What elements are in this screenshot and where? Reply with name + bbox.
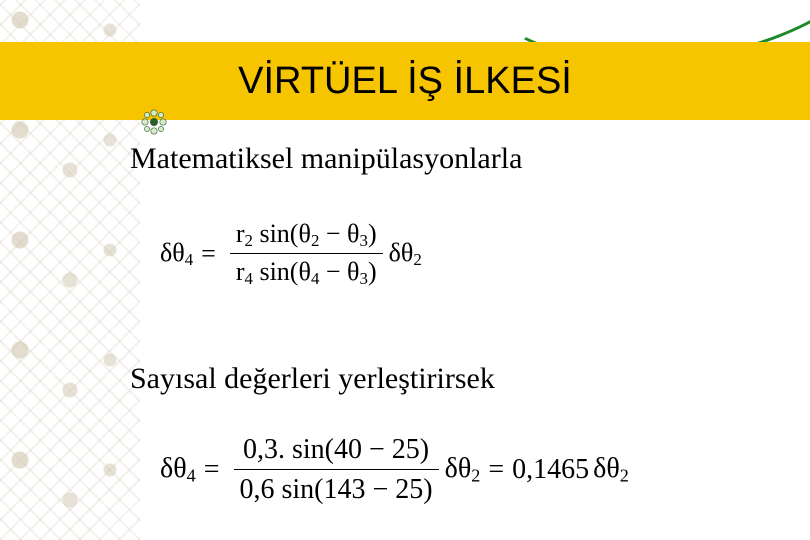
eq2-lhs: δθ <box>160 453 187 484</box>
slide-title: VİRTÜEL İŞ İLKESİ <box>0 60 810 103</box>
flower-bullet-icon <box>140 108 168 136</box>
title-band: VİRTÜEL İŞ İLKESİ <box>0 42 810 120</box>
eq2-fraction: 0,3. sin(40 − 25) 0,6 sin(143 − 25) <box>234 432 439 507</box>
body-line-2: Sayısal değerleri yerleştirirsek <box>130 362 495 396</box>
eq2-result-coeff: 0,1465 <box>512 454 589 486</box>
equation-numeric: δθ4 = 0,3. sin(40 − 25) 0,6 sin(143 − 25… <box>160 432 629 507</box>
eq1-rhs: δθ <box>389 238 414 267</box>
body-line-1: Matematiksel manipülasyonlarla <box>130 142 522 176</box>
equation-symbolic: δθ4 = r2 sin(θ2 − θ3) r4 sin(θ4 − θ3) δθ… <box>160 218 422 290</box>
eq1-fraction: r2 sin(θ2 − θ3) r4 sin(θ4 − θ3) <box>230 218 383 290</box>
eq1-lhs: δθ <box>160 238 185 267</box>
